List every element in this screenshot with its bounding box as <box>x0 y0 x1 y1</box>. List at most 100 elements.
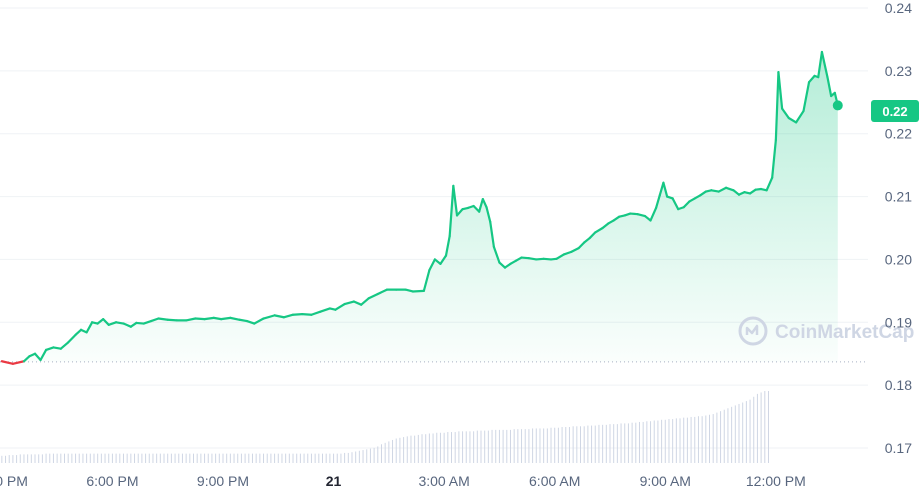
price-line-segment <box>376 288 389 296</box>
price-line-segment <box>59 341 70 350</box>
price-line-segment <box>102 318 110 326</box>
price-line-segment <box>612 215 621 222</box>
price-line-segment <box>658 181 665 197</box>
price-line-segment <box>472 204 481 213</box>
price-line-segment <box>142 319 153 325</box>
x-tick-label: 3:00 PM <box>0 473 28 489</box>
price-line-segment <box>795 109 805 124</box>
price-line-segment <box>439 254 448 265</box>
price-line-segment <box>649 206 658 222</box>
x-tick-label: 3:00 AM <box>418 473 469 489</box>
price-line-segment <box>0 360 15 365</box>
price-line-segment <box>262 314 276 320</box>
price-line-segment <box>273 314 285 319</box>
y-axis: 0.24 0.23 0.22 0.21 0.20 0.19 0.18 0.17 <box>885 0 912 456</box>
price-line-segment <box>334 302 346 311</box>
volume-bars <box>1 391 769 463</box>
price-line-segment <box>310 310 322 316</box>
watermark: CoinMarketCap <box>738 316 914 346</box>
price-line-segment <box>820 50 829 79</box>
price-line-segment <box>352 300 363 306</box>
price-line-segment <box>577 241 586 250</box>
price-line-segment <box>807 74 816 84</box>
price-line-segment <box>433 258 442 265</box>
price-line-segment <box>96 318 105 325</box>
price-line-segment <box>699 190 707 197</box>
price-line-segment <box>662 181 669 198</box>
price-line-segment <box>52 346 62 350</box>
x-tick-label: 9:00 AM <box>640 473 691 489</box>
coinmarketcap-logo-icon <box>738 316 768 346</box>
price-line-segment <box>135 321 145 325</box>
price-line-segment <box>74 328 83 336</box>
price-line-segment <box>194 317 206 321</box>
price-line-segment <box>22 355 31 363</box>
price-line-segment <box>787 116 798 124</box>
price-line-segment <box>301 313 313 316</box>
price-line-segment <box>185 317 197 322</box>
watermark-text: CoinMarketCap <box>775 322 914 343</box>
price-line-segment <box>732 189 741 196</box>
price-line-segment <box>643 214 652 222</box>
price-line-segment <box>166 318 179 322</box>
price-line-segment <box>654 194 661 209</box>
price-line-segment <box>710 189 720 193</box>
price-line-segment <box>492 245 501 264</box>
price-line-segment <box>555 253 566 260</box>
y-tick-label: 0.18 <box>885 377 912 393</box>
price-line-segment <box>478 197 484 213</box>
price-line-segment <box>245 319 256 325</box>
y-tick-label: 0.20 <box>885 251 912 267</box>
price-line-segment <box>535 257 545 261</box>
price-line-segment <box>291 313 304 316</box>
y-tick-label: 0.22 <box>885 126 912 142</box>
price-line-segment <box>220 316 232 321</box>
price-line-segment <box>44 346 55 352</box>
price-line-segment <box>498 261 507 269</box>
price-line-segment <box>588 231 597 240</box>
current-price-label: 0.22 <box>882 104 907 119</box>
price-line-segment <box>452 184 459 217</box>
x-tick-label: 6:00 AM <box>529 473 580 489</box>
price-area <box>1 52 838 362</box>
y-tick-label: 0.24 <box>885 0 912 16</box>
price-line-segment <box>39 348 48 362</box>
price-line-segment <box>826 76 833 98</box>
y-tick-label: 0.21 <box>885 189 912 205</box>
price-line <box>0 50 839 365</box>
price-line-segment <box>781 107 790 120</box>
price-line-segment <box>520 256 531 260</box>
price-line-segment <box>748 188 757 195</box>
price-line-segment <box>107 321 118 326</box>
price-line-segment <box>367 292 379 300</box>
price-line-segment <box>11 360 26 365</box>
price-line-segment <box>503 262 512 269</box>
price-line-segment <box>319 307 331 313</box>
x-tick-label: 6:00 PM <box>86 473 138 489</box>
price-line-segment <box>229 316 241 321</box>
price-line-segment <box>282 313 295 319</box>
price-line-segment <box>594 226 604 234</box>
price-line-segment <box>817 50 824 79</box>
price-line-segment <box>682 200 691 209</box>
price-line-segment <box>455 208 464 217</box>
price-line-segment <box>360 297 370 306</box>
price-line-segment <box>343 300 355 306</box>
price-line-segment <box>771 138 777 179</box>
price-line-segment <box>203 316 215 321</box>
price-line-segment <box>150 317 160 323</box>
price-line-segment <box>542 257 553 261</box>
price-line-segment <box>411 289 425 293</box>
price-line-segment <box>717 186 728 193</box>
x-tick-label: 21 <box>326 473 342 489</box>
current-price-point <box>832 100 843 111</box>
price-line-segment <box>444 235 451 257</box>
price-line-segment <box>404 288 414 293</box>
price-line-segment <box>422 269 431 292</box>
price-line-segment <box>428 258 437 272</box>
price-line-segment <box>774 71 780 142</box>
price-line-segment <box>33 352 42 362</box>
price-line-segment <box>212 316 223 321</box>
